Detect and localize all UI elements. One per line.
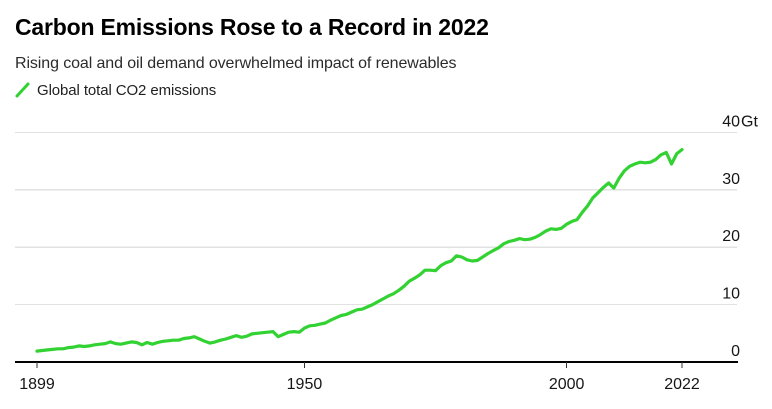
chart-subtitle: Rising coal and oil demand overwhelmed i… <box>15 55 457 72</box>
y-tick-label: 10 <box>722 286 740 303</box>
y-tick-label: 40 <box>722 113 740 130</box>
y-tick-label: 20 <box>722 228 740 245</box>
x-tick-label: 2022 <box>664 376 700 393</box>
legend-label: Global total CO2 emissions <box>37 81 217 99</box>
emissions-line <box>35 148 684 353</box>
y-tick-label: 30 <box>722 171 740 188</box>
y-axis-unit-label: Gt <box>741 113 758 130</box>
x-tick-label: 2000 <box>549 376 585 393</box>
chart-title: Carbon Emissions Rose to a Record in 202… <box>15 14 489 40</box>
x-tick-label: 1950 <box>287 376 323 393</box>
legend: Global total CO2 emissions <box>15 81 216 99</box>
line-slash-icon <box>15 82 30 98</box>
y-tick-label: 0 <box>731 343 740 360</box>
x-tick-label: 1899 <box>19 376 55 393</box>
